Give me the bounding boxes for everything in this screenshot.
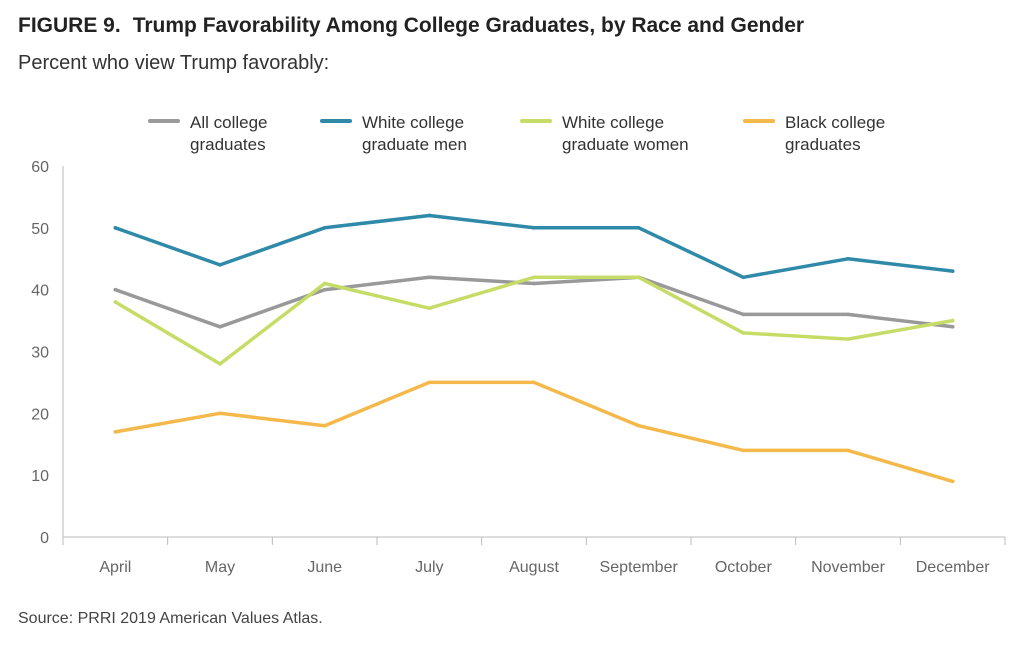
data-point (113, 300, 118, 304)
y-tick-label: 30 (31, 345, 49, 362)
data-point (427, 275, 432, 280)
series-lines (113, 213, 955, 484)
chart-legend: All college graduates White college graduat… (148, 113, 885, 154)
chart-axes (62, 166, 1006, 545)
x-tick-label: May (205, 559, 235, 576)
data-point (950, 318, 955, 323)
x-tick-label: April (99, 559, 131, 576)
legend-label-2: White college (562, 113, 664, 132)
data-point (218, 324, 222, 329)
data-point (322, 226, 327, 230)
data-point (427, 306, 432, 311)
x-tick-label: November (811, 559, 885, 576)
data-point (950, 269, 955, 273)
legend-label-0: graduates (190, 135, 266, 154)
data-point (532, 275, 536, 280)
data-point (113, 287, 118, 292)
data-point (322, 423, 327, 428)
data-point (741, 312, 746, 317)
x-tick-label: December (916, 559, 990, 576)
data-point (113, 226, 118, 230)
data-point (218, 263, 222, 267)
data-point (532, 281, 536, 286)
data-point (532, 226, 536, 230)
line-chart: All college graduates White college graduat… (31, 113, 1006, 576)
data-point (846, 448, 850, 453)
x-tick-label: June (307, 559, 342, 576)
legend-label-2: graduate women (562, 135, 689, 154)
data-point (322, 287, 327, 292)
series-line-1 (113, 213, 955, 280)
figure-title: FIGURE 9. Trump Favorability Among Colleg… (18, 14, 804, 38)
data-point (532, 380, 536, 385)
source-note: Source: PRRI 2019 American Values Atlas. (18, 610, 323, 627)
data-point (950, 324, 955, 329)
x-tick-label: July (415, 559, 443, 576)
figure-label: FIGURE 9. (18, 14, 121, 37)
x-tick-label: September (600, 559, 679, 576)
data-point (741, 275, 746, 280)
figure-subtitle: Percent who view Trump favorably: (18, 52, 330, 74)
data-point (846, 312, 850, 317)
data-point (741, 331, 746, 335)
data-point (636, 423, 641, 428)
x-axis-ticks: April May June July August September October No… (99, 559, 990, 576)
y-tick-label: 0 (40, 530, 49, 547)
y-tick-label: 20 (31, 406, 49, 423)
y-tick-label: 40 (31, 283, 49, 300)
data-point (741, 448, 746, 453)
data-point (113, 430, 118, 434)
legend-label-0: All college (190, 113, 268, 132)
data-point (636, 226, 641, 230)
legend-label-3: graduates (785, 135, 861, 154)
data-point (636, 275, 641, 280)
x-tick-label: August (509, 559, 559, 576)
y-axis-ticks: 0 10 20 30 40 50 60 (31, 159, 49, 547)
data-point (322, 281, 327, 286)
legend-label-3: Black college (785, 113, 885, 132)
data-point (846, 256, 850, 261)
legend-label-1: White college (362, 113, 464, 132)
data-point (427, 213, 432, 218)
y-tick-label: 10 (31, 468, 49, 485)
y-tick-label: 50 (31, 221, 49, 238)
data-point (427, 380, 432, 385)
figure-title-text: Trump Favorability Among College Graduat… (132, 14, 805, 37)
data-point (218, 362, 222, 366)
y-tick-label: 60 (31, 159, 49, 176)
x-tick-label: October (715, 559, 773, 576)
data-point (218, 411, 222, 416)
legend-label-1: graduate men (362, 135, 467, 154)
data-point (950, 479, 955, 484)
data-point (846, 337, 850, 341)
series-line-3 (113, 380, 955, 484)
